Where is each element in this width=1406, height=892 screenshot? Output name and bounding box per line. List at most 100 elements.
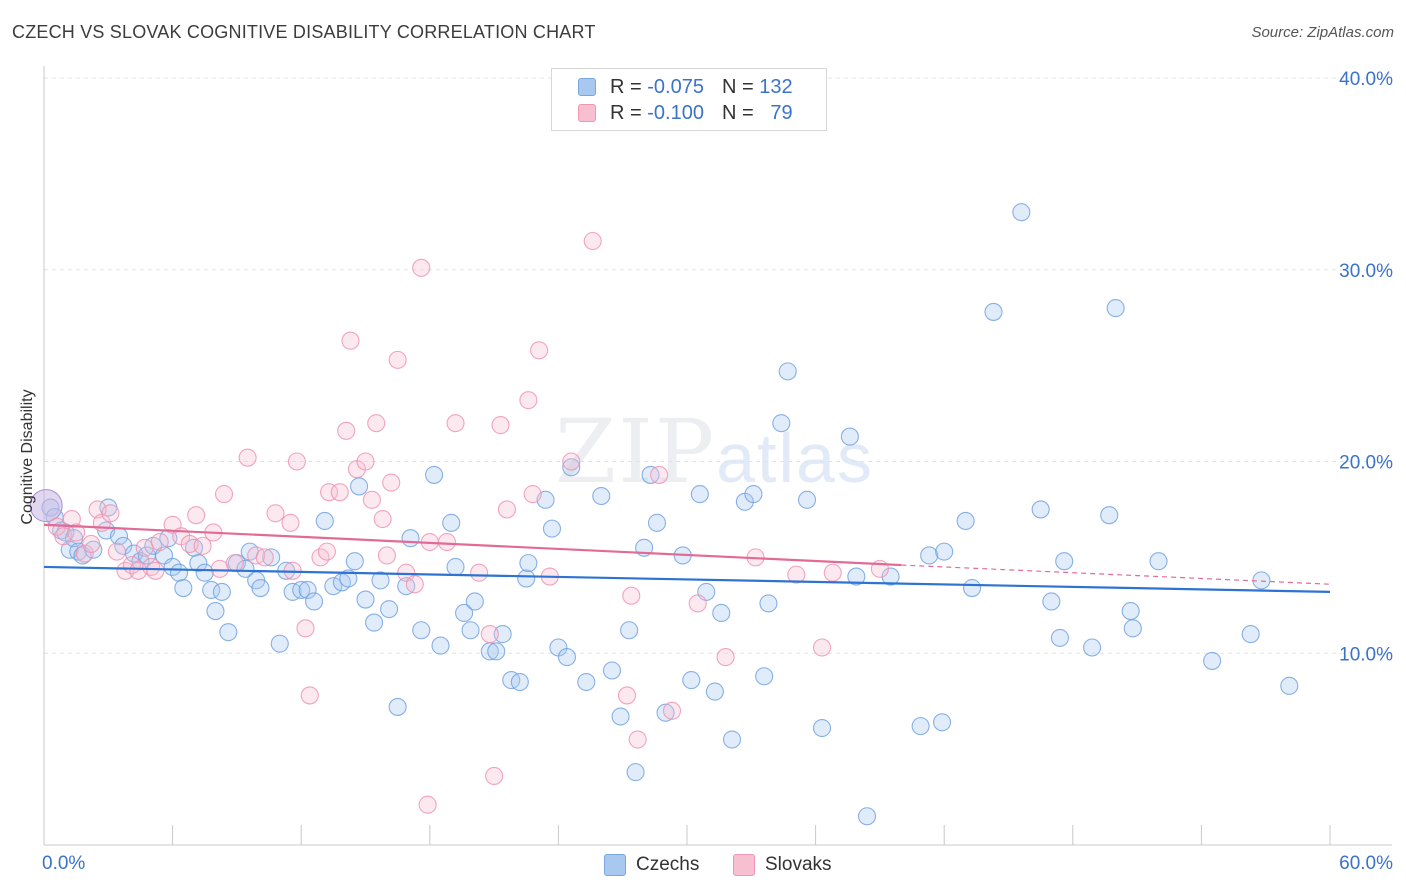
slovak-point bbox=[107, 542, 126, 561]
czech-point bbox=[1083, 638, 1102, 657]
legend-row-czechs: R = -0.075 N = 132 bbox=[578, 75, 793, 99]
czech-point bbox=[772, 414, 791, 433]
czech-trend-line bbox=[43, 565, 1331, 593]
czech-point bbox=[911, 717, 930, 736]
slovak-point bbox=[388, 350, 407, 369]
czech-point bbox=[174, 579, 193, 598]
czech-point bbox=[315, 511, 334, 530]
slovak-point bbox=[373, 509, 392, 529]
slovak-point bbox=[418, 795, 437, 814]
czech-point bbox=[812, 718, 832, 738]
czech-point bbox=[1050, 628, 1069, 647]
slovak-point bbox=[412, 258, 431, 277]
slovak-point bbox=[716, 648, 735, 667]
czech-point bbox=[350, 477, 369, 496]
czech-point bbox=[690, 485, 709, 504]
tick-labels: 10.0% 20.0% 30.0% 40.0% 0.0% 60.0% bbox=[42, 69, 1393, 874]
slovak-point bbox=[296, 619, 315, 638]
slovak-swatch bbox=[733, 854, 755, 876]
czech-point bbox=[602, 661, 622, 680]
x-tick-label-min: 0.0% bbox=[42, 853, 85, 874]
legend-r-label: R = bbox=[610, 75, 642, 98]
slovak-point bbox=[823, 563, 842, 582]
y-tick-label: 40.0% bbox=[1339, 69, 1393, 90]
slovak-point bbox=[562, 452, 581, 471]
czech-point bbox=[1055, 552, 1074, 571]
slovak-point bbox=[255, 548, 274, 567]
legend-r-value: -0.075 bbox=[647, 75, 704, 98]
czech-point bbox=[611, 707, 630, 726]
czech-point bbox=[270, 634, 289, 653]
czech-point bbox=[656, 703, 675, 722]
czech-point bbox=[365, 613, 384, 632]
czech-point bbox=[356, 590, 375, 609]
y-tick-label: 30.0% bbox=[1339, 261, 1393, 282]
czech-point bbox=[956, 511, 975, 530]
slovak-point bbox=[523, 485, 542, 504]
slovak-series bbox=[47, 231, 889, 814]
czech-point bbox=[446, 557, 465, 577]
slovak-point bbox=[214, 485, 234, 504]
legend-slovaks-label: Slovaks bbox=[765, 854, 832, 875]
slovak-point bbox=[210, 559, 229, 578]
czech-point bbox=[984, 302, 1003, 321]
czech-point bbox=[251, 579, 270, 598]
czech-point bbox=[626, 763, 645, 782]
czech-point bbox=[562, 458, 581, 477]
czech-point bbox=[712, 603, 731, 623]
czech-point bbox=[324, 577, 343, 596]
bottom-legend-czechs: Czechs bbox=[604, 852, 699, 878]
slovak-point bbox=[62, 509, 81, 529]
czech-point bbox=[1203, 651, 1222, 670]
y-tick-label: 20.0% bbox=[1339, 453, 1393, 474]
czech-point bbox=[305, 592, 324, 611]
czech-point bbox=[933, 713, 952, 732]
czech-point bbox=[935, 542, 954, 561]
cluster-point bbox=[29, 489, 63, 523]
czech-point bbox=[1031, 500, 1050, 519]
czech-point bbox=[1280, 676, 1299, 695]
czech-point bbox=[519, 554, 538, 573]
slovak-point bbox=[405, 575, 424, 594]
slovak-point bbox=[446, 414, 465, 433]
slovak-point bbox=[225, 554, 244, 573]
slovak-point bbox=[622, 586, 641, 605]
slovak-point bbox=[382, 473, 401, 492]
trend-lines bbox=[43, 523, 1331, 593]
slovak-point bbox=[320, 483, 339, 502]
czech-point bbox=[388, 697, 407, 716]
slovak-point bbox=[187, 506, 206, 525]
czech-point bbox=[1012, 203, 1031, 222]
legend-r-value: -0.100 bbox=[647, 101, 704, 124]
czech-point bbox=[339, 569, 358, 588]
slovak-point bbox=[628, 730, 647, 749]
slovak-point bbox=[193, 536, 212, 555]
czech-point bbox=[455, 603, 474, 623]
legend-n-value: 79 bbox=[770, 101, 793, 124]
chart-source: Source: ZipAtlas.com bbox=[1251, 24, 1394, 41]
slovak-point bbox=[519, 391, 538, 410]
slovak-point bbox=[75, 544, 94, 563]
czech-point bbox=[1123, 619, 1142, 638]
czech-point bbox=[682, 671, 701, 690]
slovak-point bbox=[287, 452, 306, 471]
czech-point bbox=[461, 621, 480, 640]
czech-point bbox=[298, 580, 317, 600]
czech-point bbox=[1106, 299, 1125, 318]
legend-czechs-label: Czechs bbox=[636, 854, 700, 875]
czech-swatch bbox=[604, 854, 626, 876]
slovak-point bbox=[530, 341, 549, 360]
czech-point bbox=[431, 636, 450, 655]
slovak-point bbox=[238, 448, 257, 467]
czech-series bbox=[29, 203, 1299, 826]
czech-point bbox=[219, 623, 238, 642]
slovak-point bbox=[67, 523, 86, 542]
czech-point bbox=[425, 465, 444, 484]
slovak-point bbox=[281, 513, 300, 532]
slovak-point bbox=[101, 504, 120, 523]
czech-point bbox=[722, 730, 742, 749]
slovak-point bbox=[367, 414, 386, 433]
czech-point bbox=[412, 621, 431, 640]
slovak-point bbox=[470, 563, 489, 582]
